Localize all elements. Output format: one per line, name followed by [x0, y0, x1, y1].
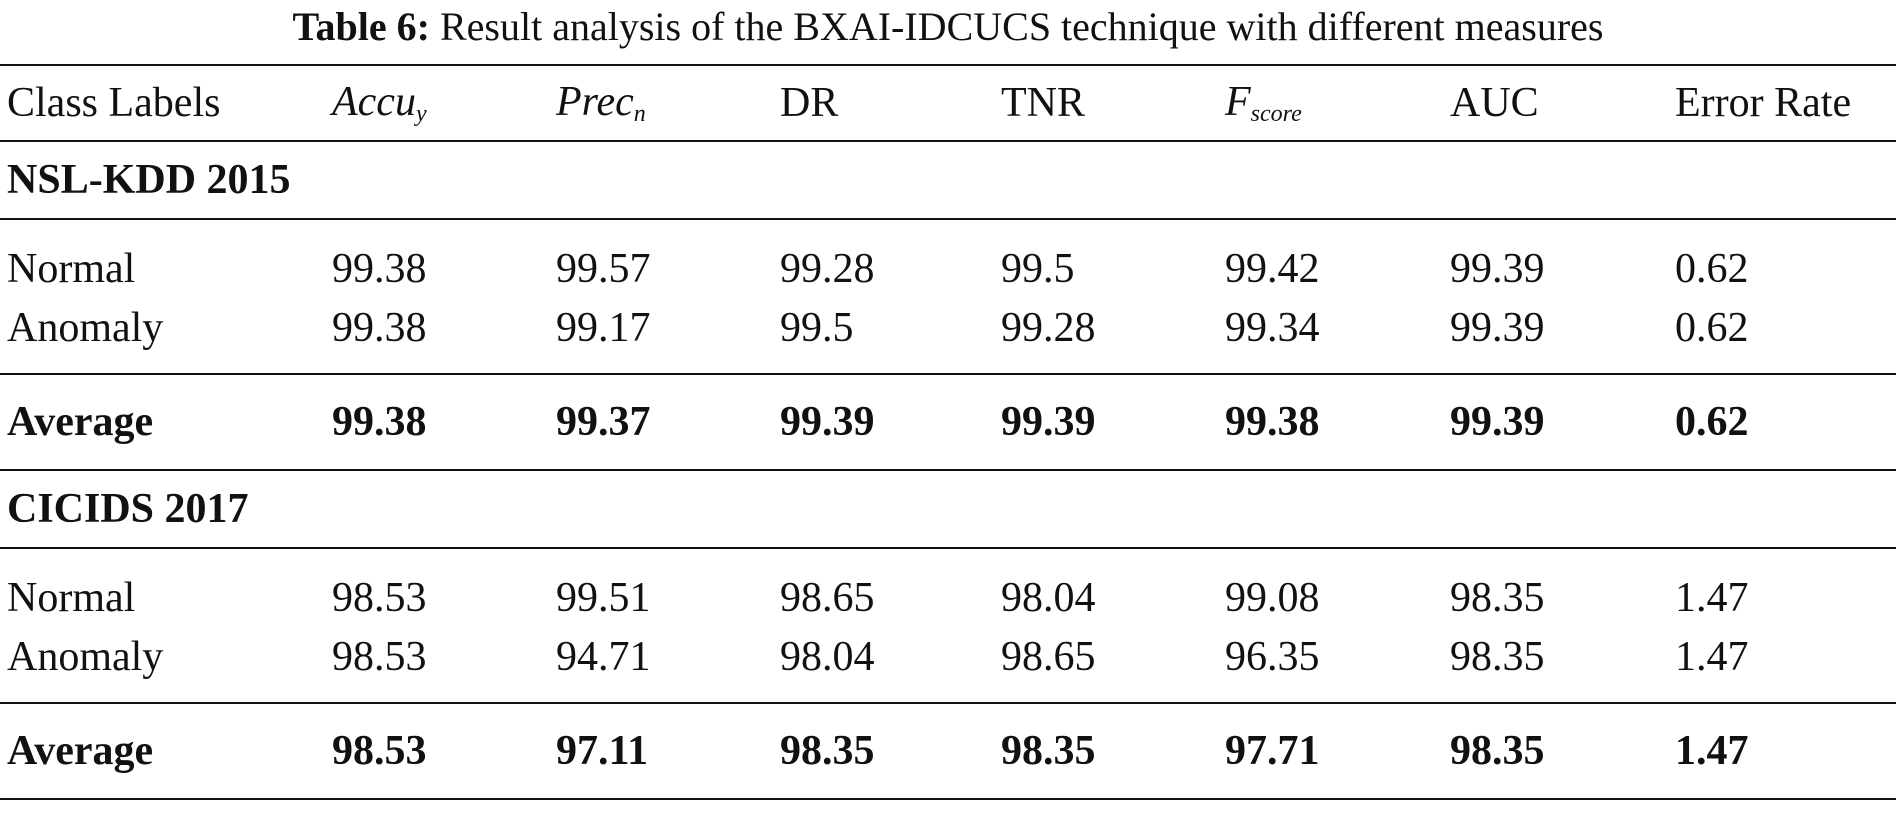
average-row: Average 99.38 99.37 99.39 99.39 99.38 99…: [0, 374, 1896, 471]
header-accuracy: Accuy: [332, 64, 556, 142]
table-row: Anomaly 99.38 99.17 99.5 99.28 99.34 99.…: [0, 298, 1896, 357]
cell-precision: 99.17: [556, 304, 651, 351]
header-row: Class Labels Accuy Precn DR TNR Fscore A…: [0, 64, 1896, 142]
header-dr: DR: [780, 64, 1001, 142]
caption-text: Result analysis of the BXAI-IDCUCS techn…: [439, 4, 1604, 49]
cell-dr: 98.65: [780, 574, 875, 621]
section-title: NSL-KDD 2015: [0, 141, 1896, 220]
cell-dr: 98.04: [780, 633, 875, 680]
row-label: Anomaly: [7, 633, 164, 680]
cell-accuracy: 98.53: [332, 703, 556, 800]
cell-precision: 99.37: [556, 374, 780, 471]
cell-precision: 99.57: [556, 245, 651, 292]
cell-accuracy: 99.38: [332, 374, 556, 471]
cell-dr: 98.35: [780, 703, 1001, 800]
cell-accuracy: 98.53: [332, 633, 427, 680]
cell-dr: 99.5: [780, 304, 854, 351]
cell-accuracy: 99.38: [332, 304, 427, 351]
row-label: Anomaly: [7, 304, 164, 351]
cell-accuracy: 99.38: [332, 245, 427, 292]
cell-accuracy: 98.53: [332, 574, 427, 621]
cell-fscore: 99.42: [1225, 245, 1320, 292]
cell-auc: 99.39: [1450, 304, 1545, 351]
cell-tnr: 99.39: [1001, 374, 1225, 471]
cell-error-rate: 0.62: [1675, 304, 1749, 351]
table-caption: Table 6: Result analysis of the BXAI-IDC…: [0, 0, 1896, 54]
cell-error-rate: 0.62: [1675, 245, 1749, 292]
cell-tnr: 99.28: [1001, 304, 1096, 351]
cell-fscore: 96.35: [1225, 633, 1320, 680]
cell-dr: 99.39: [780, 374, 1001, 471]
header-auc: AUC: [1450, 64, 1675, 142]
cell-dr: 99.28: [780, 245, 875, 292]
cell-auc: 99.39: [1450, 374, 1675, 471]
row-label: Average: [0, 374, 332, 471]
header-class-labels: Class Labels: [0, 64, 332, 142]
section-row: NSL-KDD 2015: [0, 141, 1896, 220]
caption-label: Table 6:: [292, 4, 430, 49]
cell-error-rate: 1.47: [1675, 703, 1896, 800]
table-row: Normal 98.53 99.51 98.65 98.04 99.08 98.…: [0, 568, 1896, 627]
table-row: Anomaly 98.53 94.71 98.04 98.65 96.35 98…: [0, 627, 1896, 686]
header-error-rate: Error Rate: [1675, 64, 1896, 142]
header-fscore: Fscore: [1225, 64, 1450, 142]
table-row: Normal 99.38 99.57 99.28 99.5 99.42 99.3…: [0, 239, 1896, 298]
section-row: CICIDS 2017: [0, 470, 1896, 549]
row-label: Average: [0, 703, 332, 800]
cell-fscore: 99.38: [1225, 374, 1450, 471]
header-tnr: TNR: [1001, 64, 1225, 142]
header-precision: Precn: [556, 64, 780, 142]
cell-tnr: 99.5: [1001, 245, 1075, 292]
cell-precision: 94.71: [556, 633, 651, 680]
cell-auc: 98.35: [1450, 633, 1545, 680]
cell-error-rate: 1.47: [1675, 633, 1749, 680]
cell-fscore: 99.08: [1225, 574, 1320, 621]
cell-error-rate: 1.47: [1675, 574, 1749, 621]
cell-tnr: 98.65: [1001, 633, 1096, 680]
cell-tnr: 98.04: [1001, 574, 1096, 621]
cell-auc: 98.35: [1450, 703, 1675, 800]
average-row: Average 98.53 97.11 98.35 98.35 97.71 98…: [0, 703, 1896, 800]
cell-precision: 97.11: [556, 703, 780, 800]
cell-tnr: 98.35: [1001, 703, 1225, 800]
cell-precision: 99.51: [556, 574, 651, 621]
results-table: Class Labels Accuy Precn DR TNR Fscore A…: [0, 64, 1896, 800]
row-label: Normal: [7, 245, 136, 292]
cell-auc: 99.39: [1450, 245, 1545, 292]
cell-auc: 98.35: [1450, 574, 1545, 621]
cell-error-rate: 0.62: [1675, 374, 1896, 471]
cell-fscore: 97.71: [1225, 703, 1450, 800]
cell-fscore: 99.34: [1225, 304, 1320, 351]
row-label: Normal: [7, 574, 136, 621]
section-title: CICIDS 2017: [0, 470, 1896, 549]
